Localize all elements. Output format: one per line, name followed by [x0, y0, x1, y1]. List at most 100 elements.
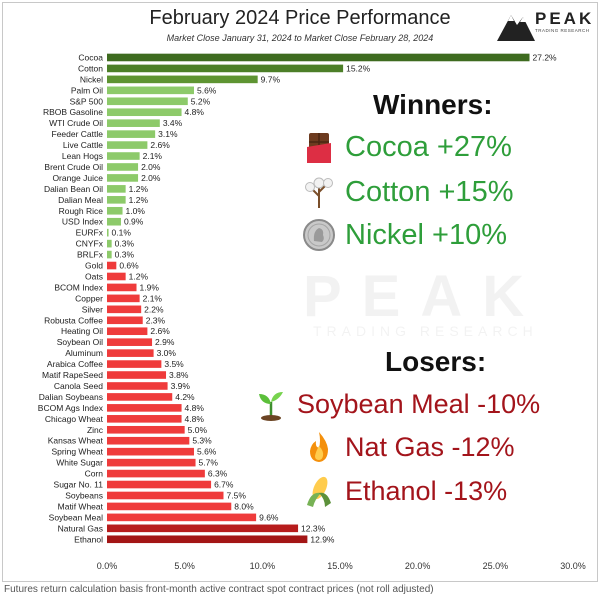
winner-row-cotton: Cotton +15%: [301, 174, 513, 210]
winner-text: Nickel +10%: [345, 218, 507, 251]
x-tick-label: 0.0%: [97, 561, 118, 571]
category-label: Rough Rice: [59, 206, 104, 216]
bar: [107, 415, 182, 423]
category-label: S&P 500: [70, 96, 104, 106]
data-label: 4.2%: [175, 392, 195, 402]
data-label: 5.7%: [199, 458, 219, 468]
category-label: Copper: [75, 293, 103, 303]
bar: [107, 86, 194, 95]
data-label: 2.3%: [146, 315, 166, 325]
data-label: 2.1%: [143, 151, 163, 161]
nickel-coin-icon: [303, 219, 335, 251]
bar: [107, 447, 194, 456]
data-label: 1.9%: [140, 282, 160, 292]
data-label: 0.1%: [112, 228, 132, 238]
data-label: 12.9%: [310, 534, 335, 544]
data-label: 7.5%: [227, 490, 247, 500]
data-label: 2.6%: [150, 326, 170, 336]
category-label: Natural Gas: [58, 523, 103, 533]
x-tick-label: 15.0%: [327, 561, 353, 571]
bar: [107, 196, 126, 204]
bar: [107, 502, 232, 511]
category-label: Soybean Meal: [49, 512, 103, 522]
category-label: Aluminum: [65, 348, 103, 358]
chart-frame: February 2024 Price Performance Market C…: [2, 2, 598, 582]
data-label: 3.5%: [164, 359, 184, 369]
loser-row-soybean-meal: Soybean Meal -10%: [253, 386, 540, 422]
category-label: Brent Crude Oil: [44, 162, 103, 172]
chocolate-bar-icon: [307, 133, 331, 163]
winner-text: Cotton +15%: [345, 175, 514, 208]
data-label: 8.0%: [234, 501, 254, 511]
bar: [107, 64, 344, 73]
bar: [107, 535, 308, 544]
bar: [107, 316, 143, 325]
category-label: Heating Oil: [61, 326, 103, 336]
bar: [107, 174, 139, 182]
data-label: 5.0%: [188, 425, 208, 435]
bar: [107, 491, 224, 500]
category-label: Oats: [85, 271, 103, 281]
bar: [107, 305, 142, 314]
category-label: CNYFx: [76, 239, 104, 249]
category-label: Ethanol: [74, 534, 103, 544]
bar: [107, 152, 140, 160]
chart-title: February 2024 Price Performance: [149, 7, 451, 29]
bar: [107, 436, 190, 445]
bar: [107, 119, 160, 127]
bar: [107, 524, 299, 533]
bar: [107, 371, 167, 379]
category-label: Dalian Bean Oil: [44, 184, 103, 194]
bar: [107, 327, 148, 336]
bar: [107, 294, 140, 303]
data-label: 4.8%: [185, 414, 205, 424]
data-label: 15.2%: [346, 63, 371, 73]
peak-logo-icon: [497, 15, 535, 41]
bar: [107, 458, 196, 467]
loser-text: Nat Gas -12%: [345, 431, 515, 462]
bar: [107, 425, 185, 434]
bar: [107, 338, 153, 346]
bar: [107, 404, 182, 412]
data-label: 5.3%: [192, 436, 212, 446]
loser-row-nat-gas: Nat Gas -12%: [301, 429, 515, 465]
data-label: 12.3%: [301, 523, 326, 533]
x-tick-label: 30.0%: [560, 561, 586, 571]
chart-subtitle: Market Close January 31, 2024 to Market …: [166, 33, 434, 43]
data-label: 2.9%: [155, 337, 175, 347]
bar: [107, 393, 173, 401]
bar: [107, 480, 212, 489]
bar: [107, 53, 530, 62]
winner-text: Cocoa +27%: [345, 130, 512, 163]
bar: [107, 108, 182, 117]
bar: [107, 217, 121, 226]
category-label: Dalian Meal: [58, 195, 103, 205]
logo-wordmark: PEAK: [535, 9, 595, 28]
bar: [107, 75, 258, 84]
corn-icon: [307, 476, 331, 507]
category-label: Orange Juice: [52, 173, 103, 183]
bar: [107, 130, 156, 138]
losers-heading: Losers:: [385, 346, 487, 377]
category-label: Kansas Wheat: [48, 436, 104, 446]
bar-chart: Cocoa 27.2% Cotton 15.2% Nickel 9.7% Palm Oil 5…: [38, 52, 586, 571]
fire-icon: [310, 432, 328, 462]
category-label: White Sugar: [56, 458, 103, 468]
category-label: Canola Seed: [54, 381, 103, 391]
category-label: Dalian Soybeans: [39, 392, 103, 402]
data-label: 3.0%: [157, 348, 177, 358]
winner-row-cocoa: Cocoa +27%: [301, 129, 512, 165]
category-label: Zinc: [87, 425, 104, 435]
data-label: 3.1%: [158, 129, 178, 139]
category-label: BRLFx: [77, 250, 104, 260]
x-tick-label: 10.0%: [250, 561, 276, 571]
category-label: USD Index: [62, 217, 104, 227]
bar: [107, 469, 205, 478]
seedling-icon: [259, 392, 283, 421]
data-label: 9.7%: [261, 74, 281, 84]
data-label: 1.2%: [129, 271, 149, 281]
data-label: 3.9%: [171, 381, 191, 391]
data-label: 2.0%: [141, 162, 161, 172]
bar: [107, 382, 168, 390]
data-label: 9.6%: [259, 512, 279, 522]
